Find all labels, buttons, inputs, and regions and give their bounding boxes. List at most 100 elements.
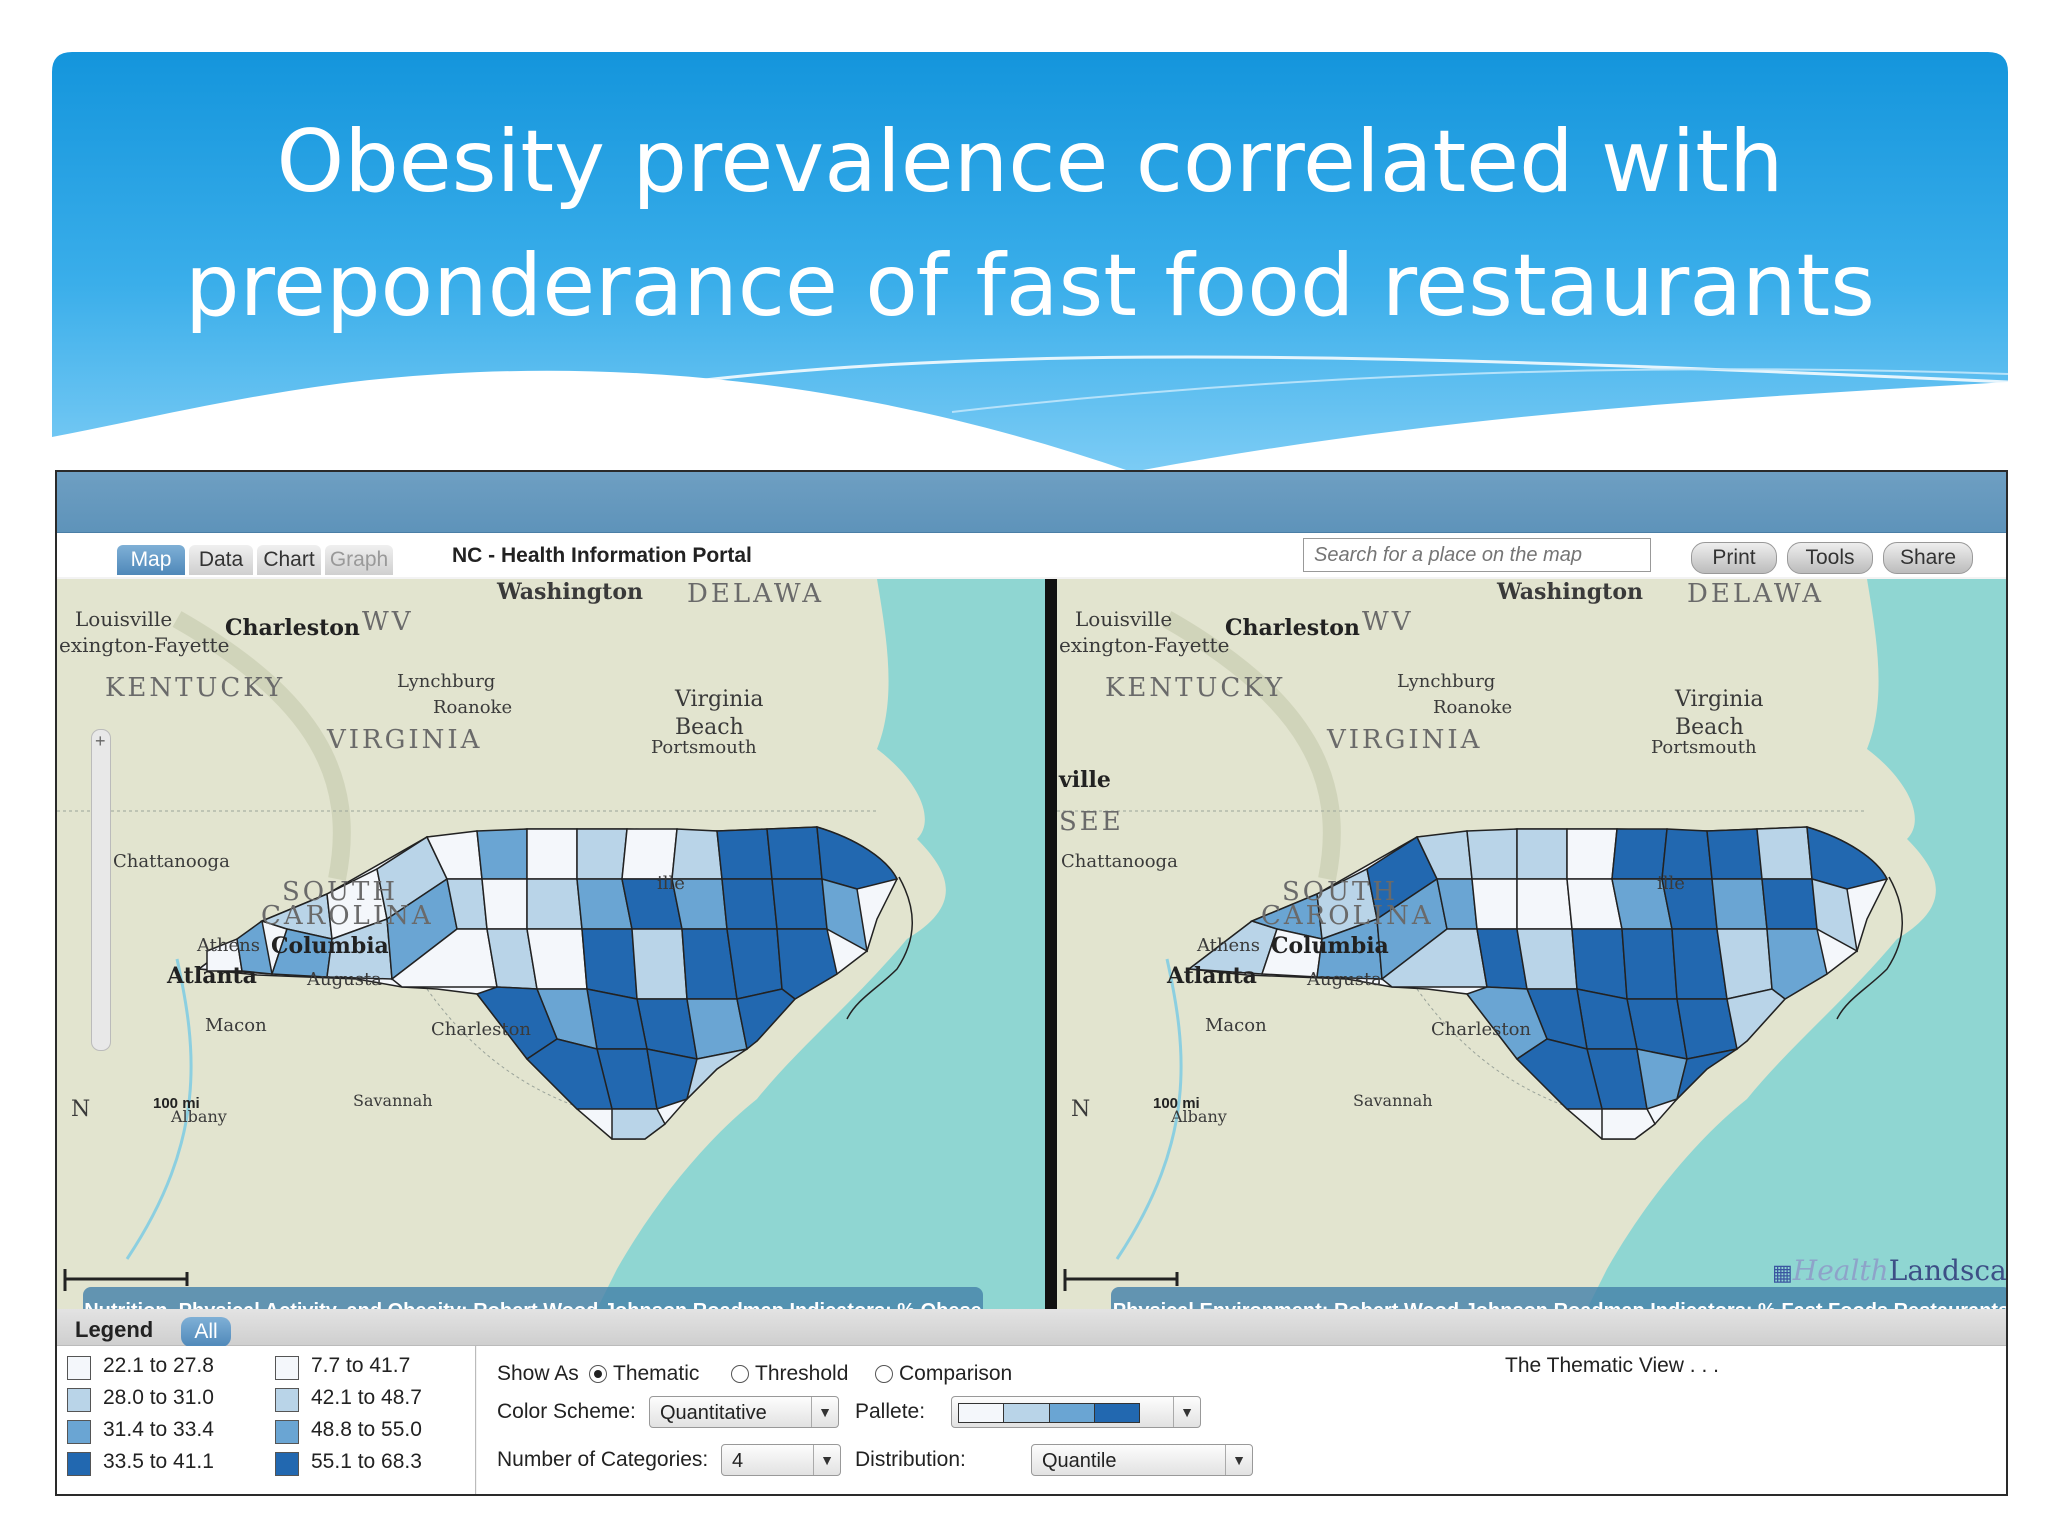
radio-thematic-label[interactable]: Thematic [613, 1362, 700, 1385]
health-portal-screenshot: Map Data Chart Graph NC - Health Informa… [55, 470, 2008, 1496]
tab-chart[interactable]: Chart [257, 545, 321, 575]
legend-body: 22.1 to 27.8 28.0 to 31.0 31.4 to 33.4 3… [57, 1346, 476, 1494]
legend-obese-1: 22.1 to 27.8 [103, 1354, 214, 1377]
zoom-plus-icon[interactable]: + [95, 731, 106, 751]
label-kentucky: KENTUCKY [105, 673, 286, 703]
color-scheme-label: Color Scheme: [497, 1400, 636, 1423]
label-virginia-beach-1: Virginia [675, 687, 764, 712]
label-lexington: exington-Fayette [1059, 633, 1230, 657]
legend-bar [57, 1309, 2006, 1346]
label-lexington: exington-Fayette [59, 633, 230, 657]
map-panel-fastfood[interactable]: Washington DELAWA Louisville exington-Fa… [1057, 579, 2006, 1309]
share-button[interactable]: Share [1883, 542, 1973, 574]
chevron-down-icon: ▼ [811, 1397, 838, 1427]
label-louisville: Louisville [1075, 607, 1173, 631]
swatch-obese-1 [67, 1356, 91, 1380]
map-divider[interactable] [1045, 579, 1059, 1309]
nc-counties [1186, 825, 1889, 1140]
map-fastfood-canvas[interactable] [1057, 579, 2006, 1309]
map-caption-fastfood: Physical Environment: Robert Wood Johnso… [1111, 1287, 2006, 1309]
map-obese-canvas[interactable] [57, 579, 1047, 1309]
thematic-controls: Show As Thematic Threshold Comparison Co… [477, 1346, 2006, 1494]
categories-select[interactable]: 4 ▼ [721, 1444, 841, 1476]
scale-label-fastfood: 100 mi [1153, 1095, 1200, 1112]
legend-obese-4: 33.5 to 41.1 [103, 1450, 214, 1473]
label-roanoke: Roanoke [433, 697, 513, 718]
radio-comparison-label[interactable]: Comparison [899, 1362, 1013, 1385]
legend-obese-3: 31.4 to 33.4 [103, 1418, 214, 1441]
label-portsmouth: Portsmouth [651, 737, 757, 758]
color-scheme-select[interactable]: Quantitative ▼ [649, 1396, 839, 1428]
swatch-fastfood-1 [275, 1356, 299, 1380]
label-see: SEE [1059, 807, 1124, 837]
swatch-fastfood-4 [275, 1452, 299, 1476]
legend-fastfood-3: 48.8 to 55.0 [311, 1418, 422, 1441]
tab-data[interactable]: Data [189, 545, 253, 575]
river [125, 958, 193, 1260]
swatch-fastfood-2 [275, 1388, 299, 1412]
label-ville: ville [1059, 767, 1111, 793]
label-columbia: Columbia [1271, 933, 1389, 959]
label-chattanooga: Chattanooga [113, 851, 230, 872]
label-charleston-sc: Charleston [431, 1019, 532, 1040]
legend-fastfood-2: 42.1 to 48.7 [311, 1386, 422, 1409]
label-wv: WV [362, 607, 414, 637]
label-ille: ille [657, 873, 685, 894]
portal-top-band [57, 472, 2006, 533]
categories-value: 4 [732, 1450, 744, 1472]
label-macon: Macon [205, 1015, 267, 1036]
swatch-obese-4 [67, 1452, 91, 1476]
label-lynchburg: Lynchburg [1397, 671, 1496, 692]
label-augusta: Augusta [307, 969, 382, 990]
slide-title-line-2: preponderance of fast food restaurants [185, 236, 1875, 336]
label-virginia: VIRGINIA [1327, 725, 1483, 755]
label-albany: Albany [1171, 1107, 1227, 1126]
scale-bar [63, 1269, 189, 1291]
radio-comparison[interactable] [875, 1365, 893, 1383]
chevron-down-icon: ▼ [1173, 1397, 1200, 1427]
scale-label-obese: 100 mi [153, 1095, 200, 1112]
swatch-obese-2 [67, 1388, 91, 1412]
label-south: SOUTH [282, 877, 399, 907]
chevron-down-icon: ▼ [813, 1445, 840, 1475]
pallete-swatch [958, 1403, 1140, 1423]
nc-counties [196, 825, 899, 1140]
label-virginia: VIRGINIA [327, 725, 483, 755]
logo-health: Health [1792, 1254, 1889, 1287]
portal-title: NC - Health Information Portal [452, 544, 752, 567]
label-kentucky: KENTUCKY [1105, 673, 1286, 703]
label-savannah: Savannah [1353, 1091, 1433, 1110]
zoom-slider[interactable] [91, 729, 111, 1051]
distribution-value: Quantile [1042, 1450, 1117, 1472]
tab-map[interactable]: Map [117, 545, 185, 575]
label-washington: Washington [497, 579, 643, 605]
label-wv: WV [1362, 607, 1414, 637]
label-north-arrow: N [71, 1097, 91, 1122]
radio-threshold-label[interactable]: Threshold [755, 1362, 849, 1385]
legend-all-button[interactable]: All [181, 1317, 231, 1347]
distribution-select[interactable]: Quantile ▼ [1031, 1444, 1253, 1476]
label-charleston-wv: Charleston [1225, 615, 1360, 641]
map-panel-obese[interactable]: + Washington DELAWA Louisville exington-… [57, 579, 1047, 1309]
river [1115, 958, 1183, 1260]
label-roanoke: Roanoke [1433, 697, 1513, 718]
label-carolina: CAROLINA [1261, 901, 1434, 931]
tab-graph[interactable]: Graph [325, 545, 393, 575]
mountains [1162, 611, 1341, 881]
label-louisville: Louisville [75, 607, 173, 631]
search-input[interactable] [1303, 538, 1651, 572]
color-scheme-value: Quantitative [660, 1402, 767, 1424]
tools-button[interactable]: Tools [1787, 542, 1873, 574]
map-caption-obese: Nutrition, Physical Activity, and Obesit… [83, 1287, 983, 1309]
print-button[interactable]: Print [1691, 542, 1777, 574]
label-carolina: CAROLINA [261, 901, 434, 931]
swatch-obese-3 [67, 1420, 91, 1444]
pallete-select[interactable]: ▼ [951, 1396, 1201, 1428]
label-chattanooga: Chattanooga [1061, 851, 1178, 872]
slide-header [52, 52, 2008, 492]
label-charleston-sc: Charleston [1431, 1019, 1532, 1040]
radio-thematic[interactable] [589, 1365, 607, 1383]
radio-threshold[interactable] [731, 1365, 749, 1383]
swatch-fastfood-3 [275, 1420, 299, 1444]
label-south: SOUTH [1282, 877, 1399, 907]
